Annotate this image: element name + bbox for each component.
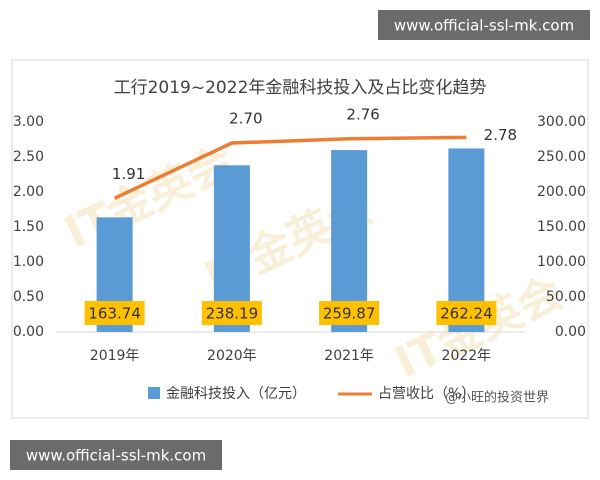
y-tick-label: 3.00 bbox=[13, 114, 44, 130]
y-tick-label: 0.00 bbox=[13, 324, 44, 340]
value-label-box bbox=[84, 301, 145, 325]
value-label: 163.74 bbox=[88, 305, 141, 323]
y-tick-label: 2.00 bbox=[13, 184, 44, 200]
legend-label: 占营收比（%） bbox=[378, 386, 475, 402]
y2-tick-label: 300.00 bbox=[537, 114, 586, 130]
y2-tick-label: 100.00 bbox=[537, 254, 586, 270]
legend-swatch bbox=[148, 387, 160, 399]
value-label-box bbox=[201, 301, 262, 325]
value-label: 2.70 bbox=[229, 110, 262, 128]
chart-title: 工行2019~2022年金融科技投入及占比变化趋势 bbox=[114, 78, 487, 98]
y-tick-label: 0.50 bbox=[13, 289, 44, 305]
x-tick-label: 2022年 bbox=[442, 348, 492, 364]
value-label: 238.19 bbox=[206, 305, 259, 323]
value-label: 1.91 bbox=[112, 165, 145, 183]
url-banner bbox=[10, 440, 222, 470]
credit: @小旺的投资世界 bbox=[445, 390, 549, 406]
x-tick-label: 2019年 bbox=[90, 348, 140, 364]
value-label: 262.24 bbox=[440, 305, 493, 323]
x-tick-label: 2020年 bbox=[207, 348, 257, 364]
line bbox=[113, 135, 467, 200]
url-text: www.official-ssl-mk.com bbox=[26, 447, 206, 465]
y-tick-label: 1.50 bbox=[13, 219, 44, 235]
y-tick-label: 2.50 bbox=[13, 149, 44, 165]
y2-tick-label: 150.00 bbox=[537, 219, 586, 235]
value-label: 2.78 bbox=[484, 126, 517, 144]
x-tick-label: 2021年 bbox=[324, 348, 374, 364]
y2-tick-label: 50.00 bbox=[546, 289, 586, 305]
y2-tick-label: 0.00 bbox=[555, 324, 586, 340]
value-label-box bbox=[319, 301, 380, 325]
url-text: www.official-ssl-mk.com bbox=[394, 17, 574, 35]
y2-tick-label: 200.00 bbox=[537, 184, 586, 200]
y2-tick-label: 250.00 bbox=[537, 149, 586, 165]
y-tick-label: 1.00 bbox=[13, 254, 44, 270]
url-banner bbox=[378, 10, 590, 40]
legend-label: 金融科技投入（亿元） bbox=[166, 386, 306, 402]
plot: 0.00 0.50 1.00 1.50 2.00 2.50 3.00 0.00 50.00 100… bbox=[13, 105, 586, 364]
value-label: 259.87 bbox=[323, 305, 376, 323]
value-label-box bbox=[436, 301, 497, 325]
value-label: 2.76 bbox=[346, 105, 379, 123]
